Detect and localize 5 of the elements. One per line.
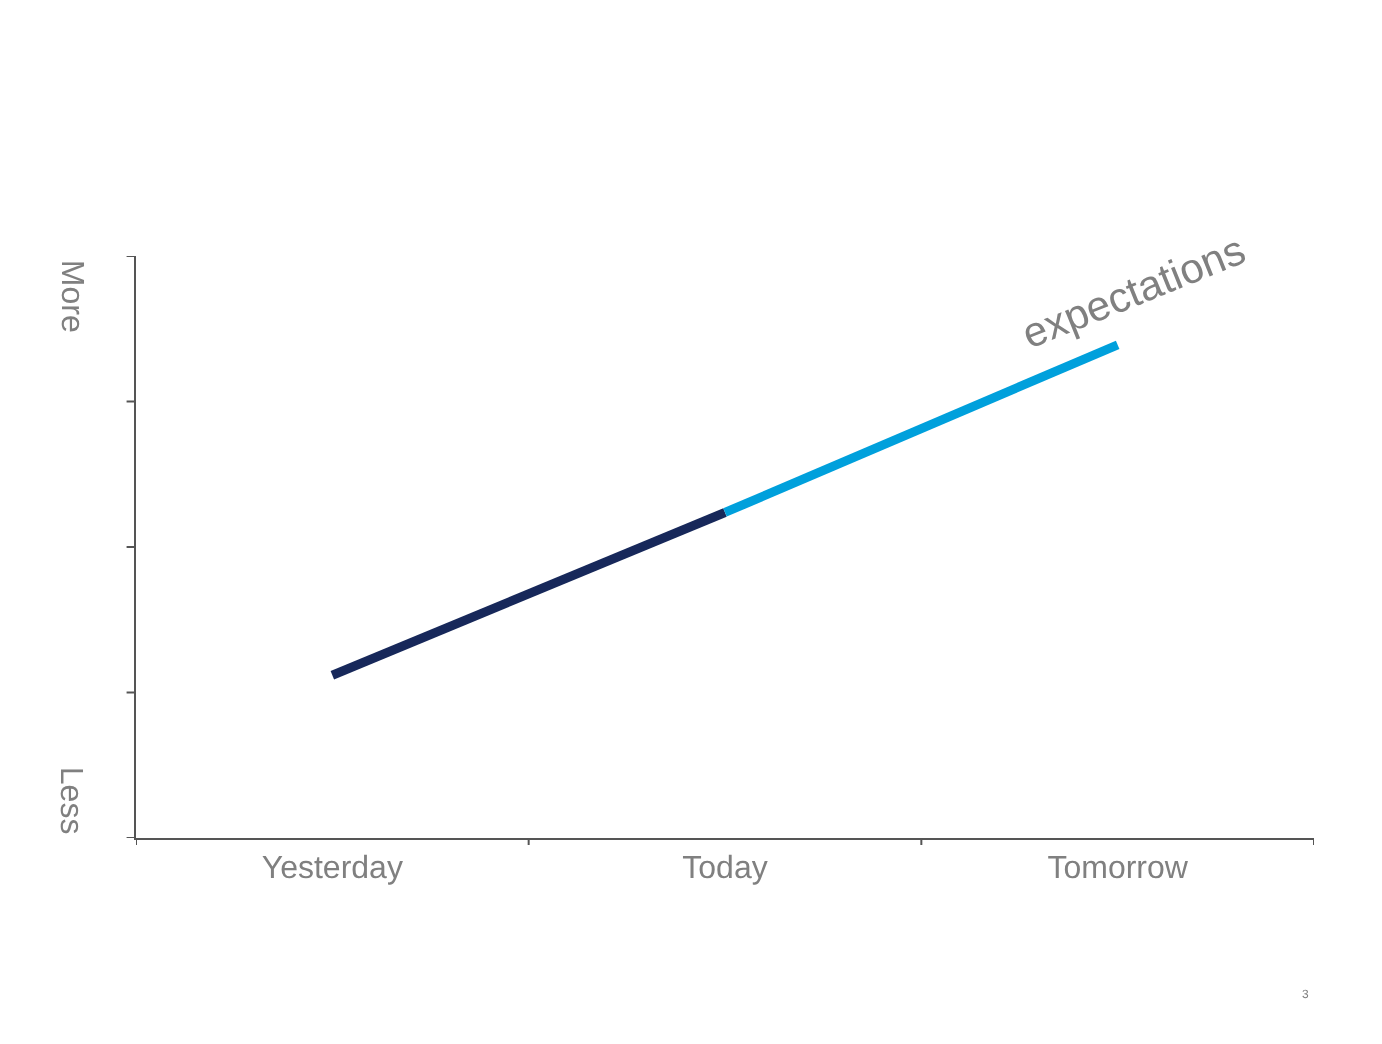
- x-tick-label: Yesterday: [261, 852, 403, 887]
- x-tick-label: Today: [682, 852, 768, 887]
- text: Less: [53, 766, 88, 835]
- x-tick-label: Tomorrow: [1047, 852, 1189, 887]
- text: More: [54, 259, 89, 333]
